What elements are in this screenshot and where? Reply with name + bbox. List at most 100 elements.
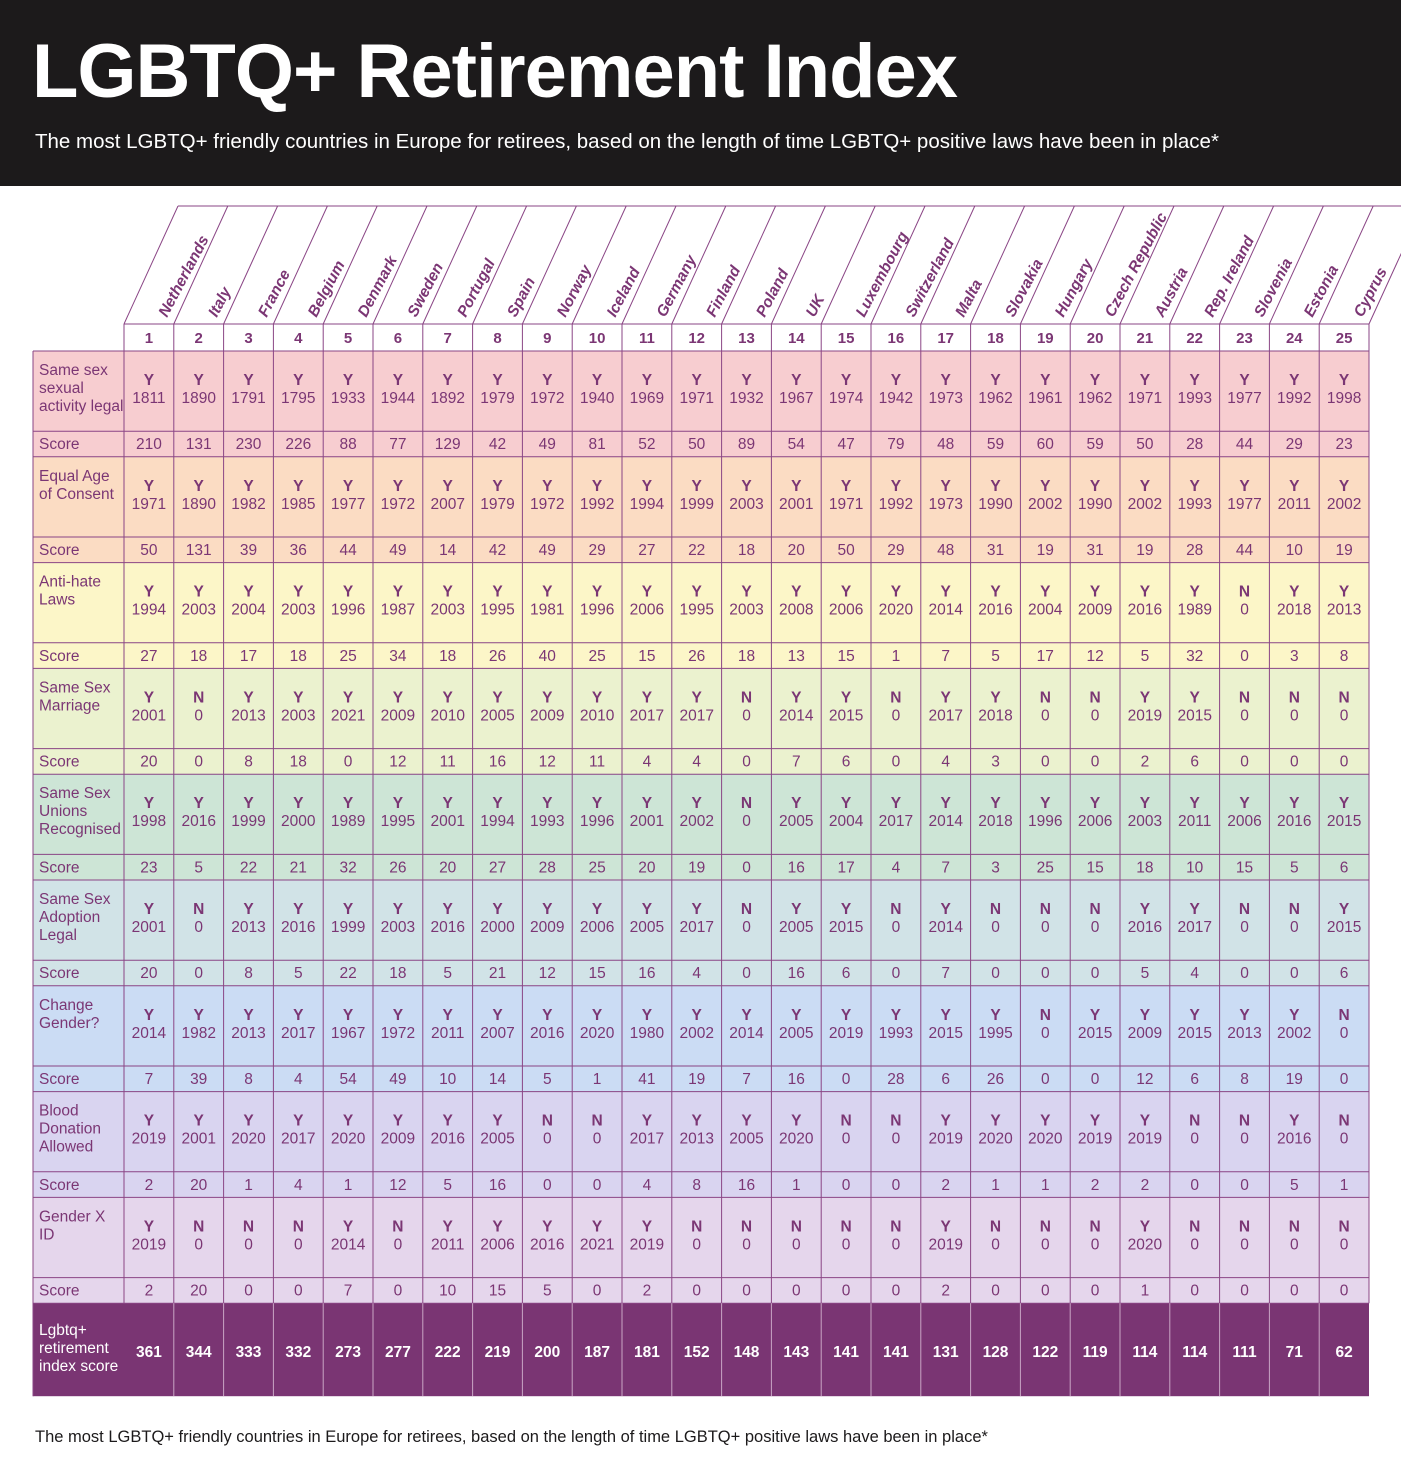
score-8-16: 2 bbox=[941, 1283, 950, 1300]
flag-1-19: Y bbox=[1090, 478, 1101, 495]
category-label-1-1: of Consent bbox=[39, 486, 115, 503]
country-name-3: Belgium bbox=[305, 258, 349, 320]
year-8-6: 2011 bbox=[431, 1236, 464, 1253]
header-divider-24 bbox=[1318, 205, 1374, 325]
score-3-21: 6 bbox=[1190, 754, 1199, 771]
flag-8-0: Y bbox=[144, 1218, 155, 1235]
score-2-13: 13 bbox=[788, 648, 805, 665]
score-7-3: 4 bbox=[294, 1177, 303, 1194]
score-8-8: 5 bbox=[543, 1283, 552, 1300]
year-7-16: 2019 bbox=[928, 1131, 962, 1148]
flag-8-12: N bbox=[741, 1218, 752, 1235]
score-2-22: 0 bbox=[1240, 648, 1249, 665]
score-0-4: 88 bbox=[339, 436, 356, 453]
flag-1-13: Y bbox=[791, 478, 802, 495]
header-divider-15 bbox=[870, 205, 926, 325]
year-8-11: 0 bbox=[692, 1236, 701, 1253]
year-2-13: 2008 bbox=[779, 602, 813, 619]
year-1-21: 1993 bbox=[1177, 496, 1211, 513]
category-label-2-1: Laws bbox=[39, 592, 75, 609]
score-5-11: 4 bbox=[692, 965, 701, 982]
score-3-24: 0 bbox=[1340, 754, 1349, 771]
flag-0-13: Y bbox=[791, 372, 802, 389]
year-1-17: 1990 bbox=[978, 496, 1013, 513]
flag-6-20: Y bbox=[1140, 1007, 1151, 1024]
year-1-0: 1971 bbox=[132, 496, 166, 513]
year-2-14: 2006 bbox=[829, 602, 863, 619]
flag-7-5: Y bbox=[393, 1113, 404, 1130]
header-divider-9 bbox=[571, 205, 627, 325]
flag-1-0: Y bbox=[144, 478, 155, 495]
flag-4-12: N bbox=[741, 795, 752, 812]
score-0-2: 230 bbox=[236, 436, 262, 453]
score-6-18: 0 bbox=[1041, 1071, 1050, 1088]
flag-2-15: Y bbox=[891, 584, 902, 601]
category-label-5-2: Legal bbox=[39, 927, 77, 944]
score-2-1: 18 bbox=[190, 648, 207, 665]
year-8-21: 0 bbox=[1190, 1236, 1199, 1253]
year-2-0: 1994 bbox=[132, 602, 167, 619]
flag-2-23: Y bbox=[1289, 584, 1300, 601]
year-8-18: 0 bbox=[1041, 1236, 1050, 1253]
total-score-12: 148 bbox=[734, 1344, 760, 1361]
score-5-14: 6 bbox=[842, 965, 851, 982]
score-4-6: 20 bbox=[439, 859, 457, 876]
score-label-4: Score bbox=[39, 859, 80, 876]
score-7-20: 2 bbox=[1141, 1177, 1150, 1194]
flag-0-24: Y bbox=[1339, 372, 1350, 389]
score-3-19: 0 bbox=[1091, 754, 1100, 771]
score-3-10: 4 bbox=[643, 754, 652, 771]
flag-3-20: Y bbox=[1140, 689, 1151, 706]
score-3-9: 11 bbox=[589, 754, 605, 771]
year-3-13: 2014 bbox=[779, 707, 814, 724]
flag-0-17: Y bbox=[990, 372, 1001, 389]
year-2-12: 2003 bbox=[729, 602, 763, 619]
row-bg-2 bbox=[33, 562, 1369, 643]
year-6-19: 2015 bbox=[1078, 1025, 1112, 1042]
flag-2-13: Y bbox=[791, 584, 802, 601]
header-divider-4 bbox=[322, 205, 378, 325]
year-0-4: 1933 bbox=[331, 390, 365, 407]
score-6-5: 49 bbox=[389, 1071, 406, 1088]
year-7-19: 2019 bbox=[1078, 1131, 1112, 1148]
flag-5-10: Y bbox=[642, 901, 653, 918]
header-divider-20 bbox=[1119, 205, 1175, 325]
score-2-20: 5 bbox=[1141, 648, 1150, 665]
year-3-10: 2017 bbox=[630, 707, 664, 724]
score-7-10: 4 bbox=[643, 1177, 652, 1194]
category-label-8-1: ID bbox=[39, 1226, 55, 1243]
score-6-22: 8 bbox=[1240, 1071, 1249, 1088]
rank-14: 15 bbox=[838, 330, 855, 347]
flag-0-9: Y bbox=[592, 372, 603, 389]
year-1-11: 1999 bbox=[679, 496, 713, 513]
year-2-4: 1996 bbox=[331, 602, 365, 619]
score-7-2: 1 bbox=[244, 1177, 253, 1194]
total-score-17: 128 bbox=[983, 1344, 1009, 1361]
year-5-2: 2013 bbox=[231, 919, 265, 936]
category-label-0-0: Same sex bbox=[39, 362, 108, 379]
score-3-1: 0 bbox=[194, 754, 203, 771]
score-3-2: 8 bbox=[244, 754, 253, 771]
country-name-2: France bbox=[255, 267, 294, 320]
score-2-11: 26 bbox=[688, 648, 705, 665]
flag-7-16: Y bbox=[941, 1113, 952, 1130]
score-2-21: 32 bbox=[1186, 648, 1203, 665]
year-1-9: 1992 bbox=[580, 496, 614, 513]
score-8-12: 0 bbox=[742, 1283, 751, 1300]
score-8-24: 0 bbox=[1340, 1283, 1349, 1300]
flag-6-11: Y bbox=[692, 1007, 703, 1024]
score-5-8: 12 bbox=[539, 965, 556, 982]
score-1-6: 14 bbox=[439, 542, 457, 559]
score-6-20: 12 bbox=[1136, 1071, 1153, 1088]
year-5-6: 2016 bbox=[430, 919, 464, 936]
score-label-3: Score bbox=[39, 754, 80, 771]
header-divider-22 bbox=[1219, 205, 1275, 325]
score-row-bg-0 bbox=[33, 431, 1369, 457]
score-4-23: 5 bbox=[1290, 859, 1299, 876]
flag-5-13: Y bbox=[791, 901, 802, 918]
flag-3-13: Y bbox=[791, 689, 802, 706]
year-1-10: 1994 bbox=[630, 496, 665, 513]
score-3-13: 7 bbox=[792, 754, 801, 771]
score-1-5: 49 bbox=[389, 542, 406, 559]
year-0-20: 1971 bbox=[1128, 390, 1162, 407]
